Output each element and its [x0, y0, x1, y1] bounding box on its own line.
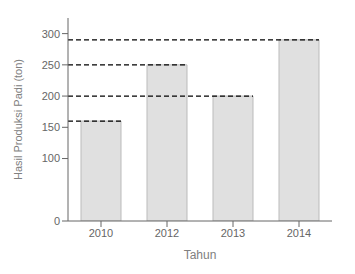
svg-text:Hasil Produksi Padi (ton): Hasil Produksi Padi (ton): [12, 59, 24, 180]
svg-text:100: 100: [42, 152, 60, 164]
svg-text:0: 0: [54, 215, 60, 227]
svg-text:150: 150: [42, 121, 60, 133]
svg-text:2010: 2010: [89, 227, 113, 239]
svg-text:2012: 2012: [155, 227, 179, 239]
svg-text:Tahun: Tahun: [184, 248, 217, 262]
svg-text:300: 300: [42, 28, 60, 40]
svg-text:250: 250: [42, 59, 60, 71]
svg-text:2014: 2014: [287, 227, 311, 239]
svg-text:2013: 2013: [221, 227, 245, 239]
svg-text:200: 200: [42, 90, 60, 102]
